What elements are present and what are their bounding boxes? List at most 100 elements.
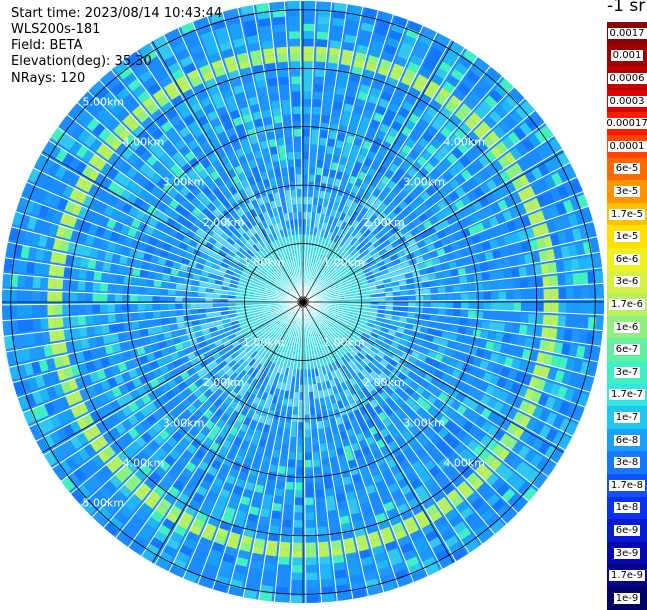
ray-cell — [312, 129, 320, 137]
ray-cell — [297, 197, 302, 205]
ray-cell — [122, 304, 130, 312]
ray-cell — [115, 313, 123, 322]
ray-cell — [489, 271, 498, 280]
ray-cell — [303, 136, 310, 144]
range-ring-label: 4.00km — [443, 456, 485, 469]
ray-cell — [276, 579, 289, 587]
ray-cell — [2, 305, 10, 318]
ray-cell — [304, 437, 310, 445]
start-time-label: Start time: 2023/08/14 10:43:44 — [11, 6, 222, 21]
ray-cell — [285, 482, 293, 490]
ray-cell — [468, 311, 476, 319]
ray-cell — [298, 204, 302, 212]
ray-cell — [130, 312, 138, 320]
ray-cell — [330, 40, 342, 49]
ray-cell — [26, 261, 35, 274]
ray-cell — [287, 459, 294, 467]
ray-cell — [548, 262, 557, 274]
ray-cell — [317, 31, 329, 39]
ray-cell — [32, 304, 40, 316]
ray-cell — [324, 488, 333, 497]
ray-cell — [328, 518, 338, 527]
range-ring-label: 3.00km — [163, 416, 205, 429]
ray-cell — [122, 294, 130, 302]
ray-cell — [316, 54, 327, 62]
ray-cell — [293, 114, 301, 122]
ray-cell — [19, 260, 28, 273]
ray-cell — [274, 115, 283, 124]
ray-cell — [292, 99, 301, 107]
ray-cell — [423, 295, 431, 301]
ray-cell — [315, 497, 324, 505]
ray-cell — [542, 276, 550, 287]
ray-cell — [138, 312, 146, 320]
ray-cell — [431, 295, 439, 301]
ray-cell — [25, 305, 33, 317]
ray-cell — [279, 77, 289, 85]
ray-cell — [327, 70, 338, 79]
ray-cell — [331, 547, 343, 556]
ray-cell — [86, 326, 95, 336]
ray-cell — [48, 278, 56, 289]
ray-cell — [306, 595, 319, 603]
ray-cell — [287, 467, 295, 475]
ray-cell — [101, 324, 110, 333]
ray-cell — [153, 296, 161, 302]
ray-cell — [285, 129, 293, 137]
ray-cell — [100, 314, 108, 323]
ray-cell — [305, 565, 317, 573]
ray-cell — [325, 495, 334, 504]
ray-cell — [190, 303, 198, 308]
ray-cell — [467, 275, 475, 283]
ray-cell — [514, 302, 522, 311]
range-ring-label: 1.00km — [243, 336, 285, 349]
ray-cell — [303, 144, 310, 152]
ray-cell — [468, 293, 476, 300]
ray-cell — [318, 16, 331, 24]
ray-cell — [460, 285, 468, 293]
ray-cell — [320, 571, 332, 579]
ray-cell — [550, 315, 558, 326]
range-ring-label: 3.00km — [163, 176, 205, 189]
center-mark — [297, 296, 309, 308]
ray-cell — [153, 311, 161, 318]
nrays-label: NRays: 120 — [11, 71, 85, 86]
ray-cell — [519, 325, 528, 335]
ray-cell — [279, 549, 290, 557]
ray-cell — [573, 316, 581, 328]
ray-cell — [32, 290, 40, 302]
ray-cell — [263, 563, 275, 572]
ray-cell — [25, 319, 33, 331]
ray-cell — [317, 24, 329, 32]
ray-cell — [266, 540, 277, 549]
ray-cell — [137, 303, 145, 310]
ray-cell — [292, 558, 303, 566]
ray-cell — [205, 303, 213, 307]
colorbar-tick-label: 0.001 — [611, 50, 644, 61]
ray-cell — [520, 313, 528, 323]
ray-cell — [198, 303, 206, 308]
ray-cell — [529, 302, 537, 312]
ray-cell — [286, 474, 294, 482]
ray-cell — [160, 296, 168, 302]
ray-cell — [303, 159, 309, 167]
field-label: Field: BETA — [11, 38, 82, 53]
colorbar-swatch: 0.001 — [607, 45, 647, 68]
ray-cell — [18, 319, 27, 332]
ray-cell — [56, 265, 65, 276]
range-ring-label: 4.00km — [123, 456, 165, 469]
ray-cell — [314, 84, 324, 92]
ray-cell — [312, 444, 319, 452]
ray-cell — [313, 107, 322, 115]
ray-cell — [316, 512, 326, 520]
ray-cell — [304, 452, 311, 460]
ray-cell — [288, 16, 300, 24]
ray-cell — [312, 114, 320, 122]
ray-cell — [453, 294, 461, 301]
ray-cell — [272, 503, 282, 512]
ray-cell — [559, 302, 567, 313]
ray-cell — [316, 519, 326, 527]
ray-cell — [312, 452, 319, 460]
ray-cell — [274, 24, 286, 32]
ray-cell — [291, 76, 301, 84]
